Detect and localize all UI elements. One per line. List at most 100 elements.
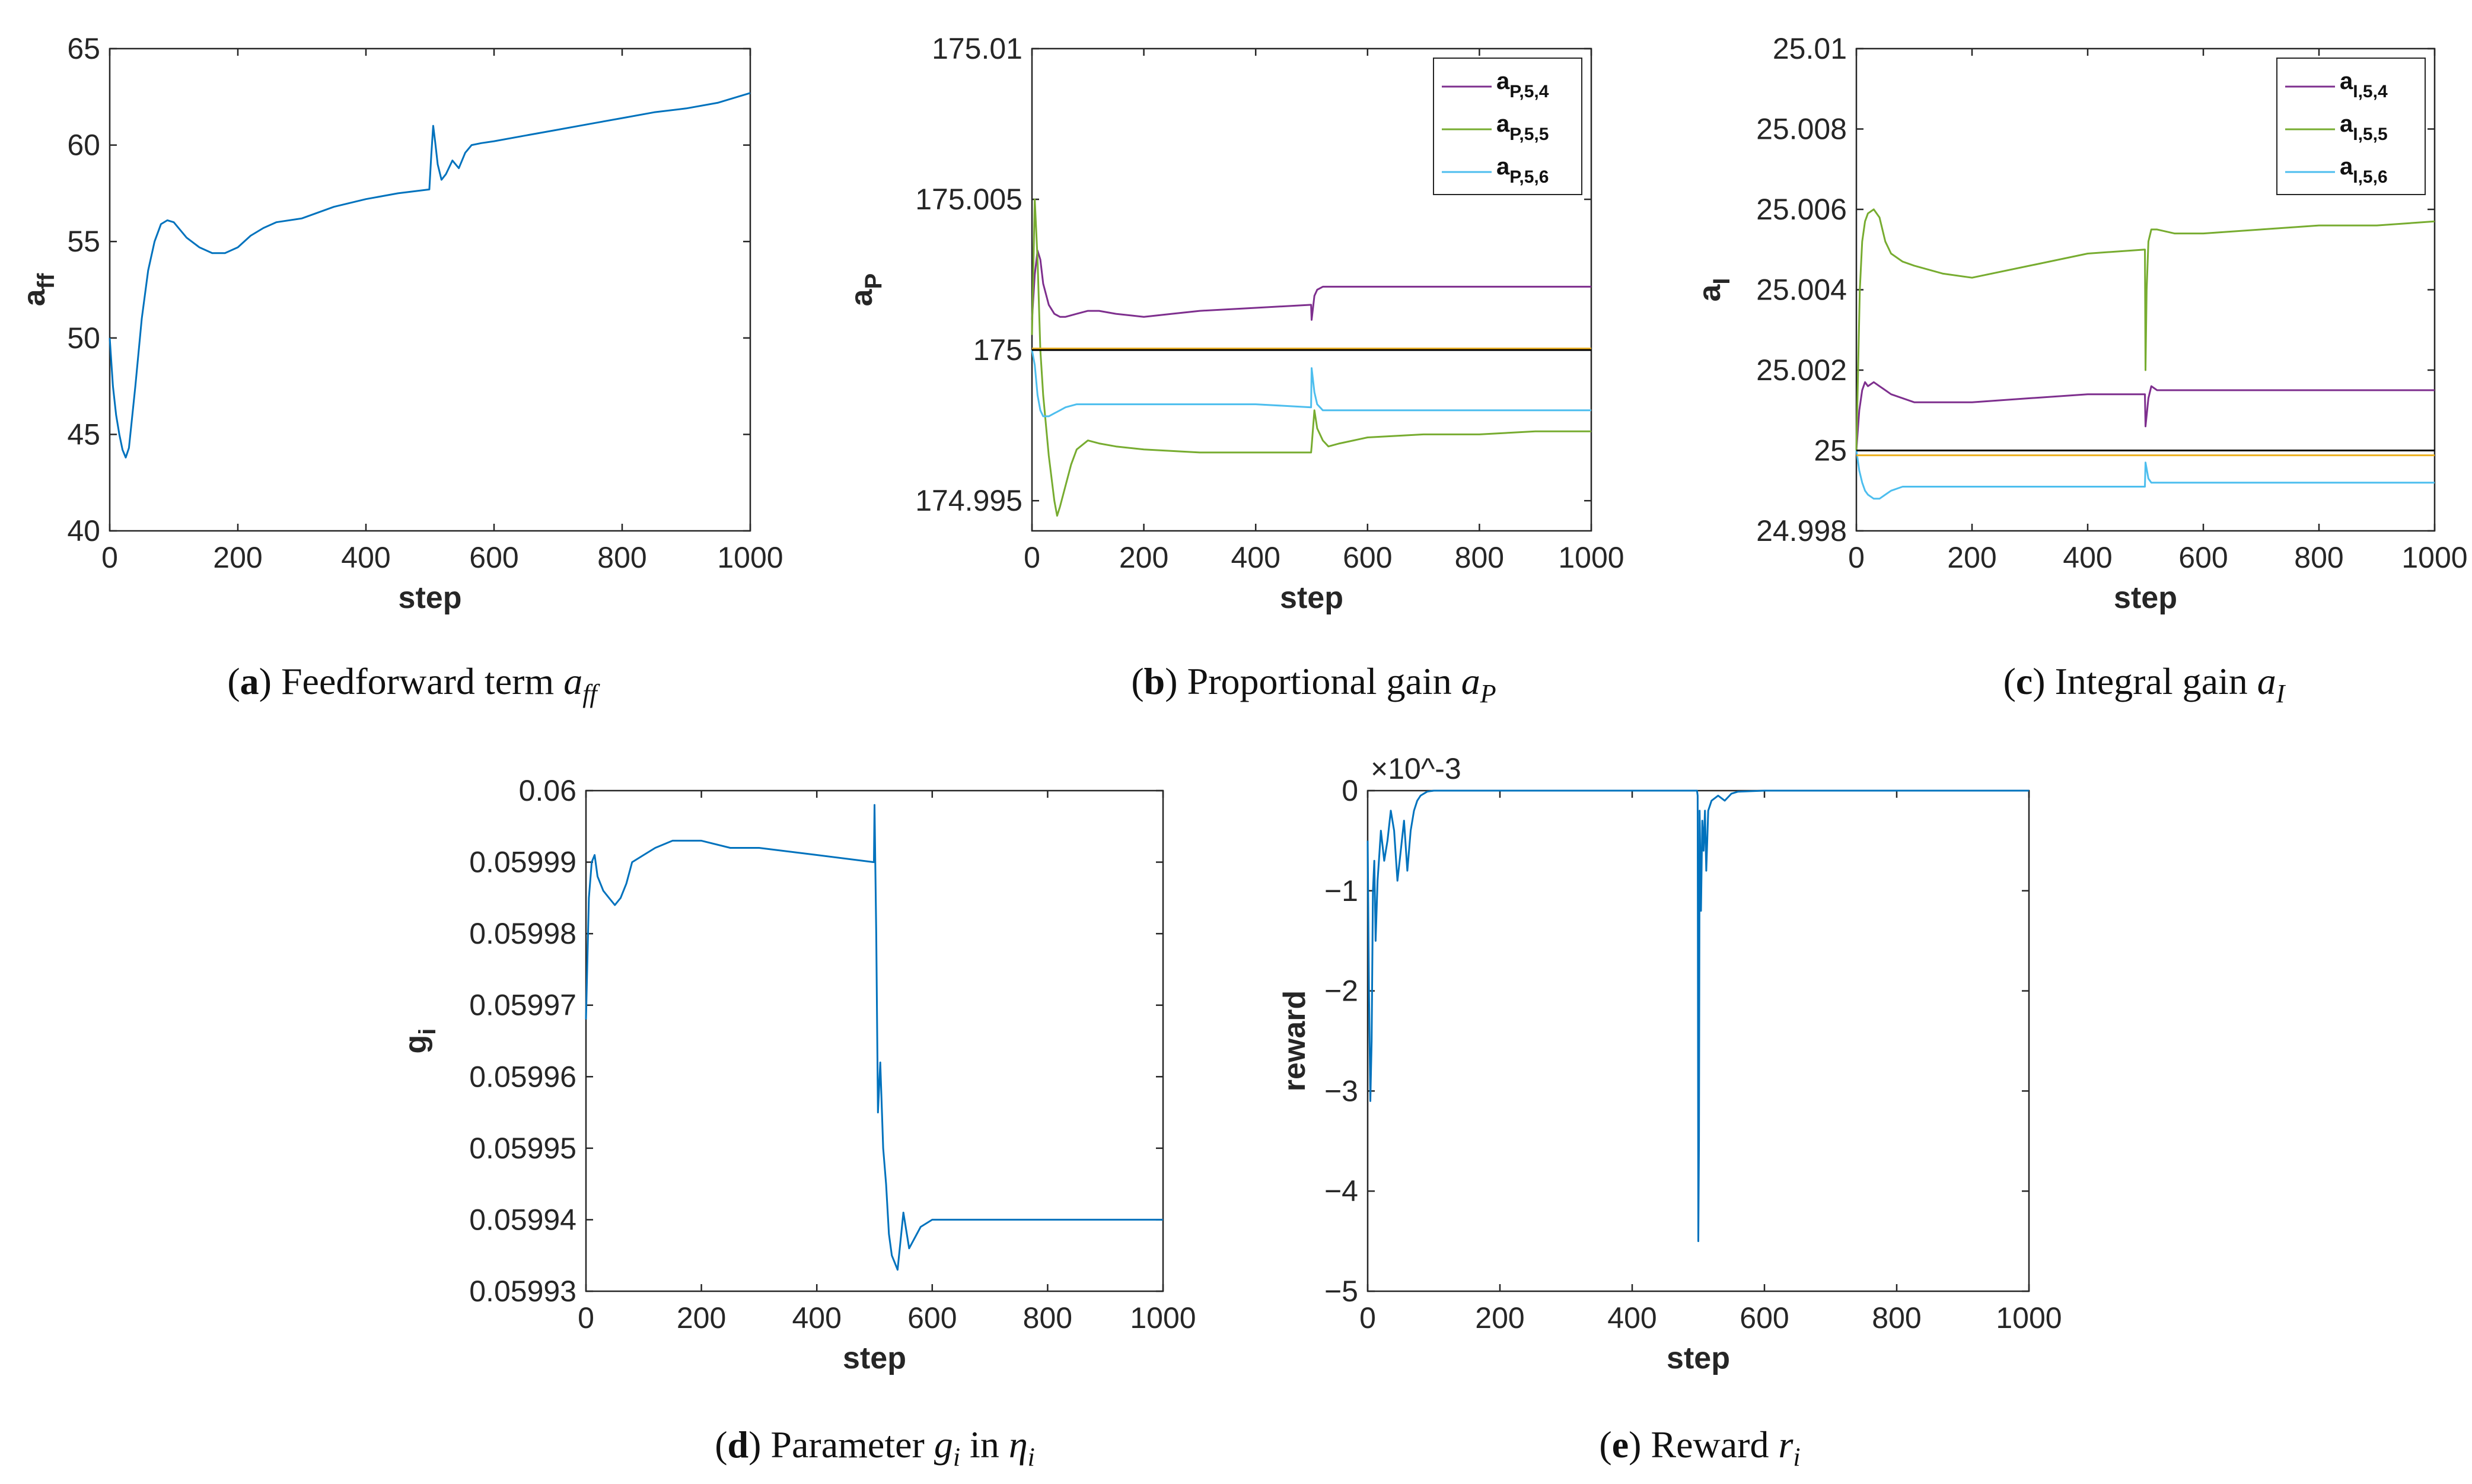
legend-entry-label: aI,5,5 <box>2340 111 2388 144</box>
x-tick-label: 600 <box>2178 541 2228 574</box>
y-tick-label: 65 <box>67 32 100 65</box>
y-tick-label: 0.05993 <box>469 1275 576 1308</box>
legend: aI,5,4 aI,5,5 aI,5,6 <box>2276 58 2426 195</box>
x-tick-label: 1000 <box>1996 1301 2062 1335</box>
caption-d: (d) Parameter gi in ηi <box>715 1424 1035 1472</box>
y-tick-label: 175.01 <box>932 32 1022 65</box>
y-tick-label: −2 <box>1324 975 1358 1008</box>
legend: aP,5,4 aP,5,5 aP,5,6 <box>1433 58 1582 195</box>
x-tick-label: 0 <box>1024 541 1040 574</box>
y-tick-label: 25.01 <box>1773 32 1847 65</box>
y-tick-label: 25.008 <box>1756 113 1847 146</box>
x-tick-label: 200 <box>677 1301 726 1335</box>
x-tick-label: 600 <box>469 541 518 574</box>
y-tick-label: −3 <box>1324 1074 1358 1107</box>
y-tick-label: 25.002 <box>1756 354 1847 387</box>
x-tick-label: 200 <box>1475 1301 1524 1335</box>
legend-entry-label: aI,5,6 <box>2340 154 2388 187</box>
y-tick-label: 0.05995 <box>469 1132 576 1165</box>
series-line-a-p-5-4 <box>1031 249 1591 321</box>
y-axis-label: aP <box>845 273 887 307</box>
x-tick-label: 1000 <box>1558 541 1624 574</box>
x-tick-label: 1000 <box>2401 541 2467 574</box>
x-axis-label: step <box>1280 581 1343 615</box>
axes-frame <box>109 47 751 532</box>
legend-box <box>2276 58 2426 195</box>
panel-a: 0 200 400 600 800 1000 40 45 50 55 60 65 step aff <box>17 32 783 615</box>
y-exponent-label: ×10^-3 <box>1371 752 1461 785</box>
y-tick-label: 25.006 <box>1756 193 1847 226</box>
y-tick-label: 25 <box>1814 434 1847 467</box>
series-line-a-p-5-5 <box>1031 198 1591 517</box>
x-tick-label: 0 <box>578 1301 594 1335</box>
x-tick-label: 400 <box>1231 541 1280 574</box>
caption-a: (a) Feedforward term aff <box>227 660 600 708</box>
panel-e: 0 200 400 600 800 1000 −5 −4 −3 −2 −1 0 step reward ×1… <box>1278 752 2062 1375</box>
x-tick-label: 400 <box>1607 1301 1657 1335</box>
y-tick-label: −5 <box>1324 1275 1358 1308</box>
y-tick-label: 0.05996 <box>469 1060 576 1093</box>
x-tick-label: 200 <box>1119 541 1168 574</box>
x-tick-label: 200 <box>213 541 262 574</box>
panel-c: 0 200 400 600 800 1000 24.998 25 25.002 25.004 25.… <box>1693 32 2468 615</box>
axes-frame <box>1031 47 1592 532</box>
y-tick-label: 0.06 <box>519 774 576 807</box>
caption-b: (b) Proportional gain aP <box>1131 660 1496 708</box>
panel-d: 0 200 400 600 800 1000 0.05993 0.05994 0.05995 0.… <box>399 774 1196 1375</box>
series-line-a-p-5-6 <box>1031 349 1591 418</box>
y-tick-label: 0.05997 <box>469 989 576 1022</box>
x-tick-label: 1000 <box>1130 1301 1196 1335</box>
panel-b: 0 200 400 600 800 1000 174.995 175 175.005 175.01… <box>845 32 1624 615</box>
legend-entry-label: aP,5,4 <box>1496 68 1549 101</box>
x-tick-label: 1000 <box>717 541 783 574</box>
x-tick-label: 0 <box>1359 1301 1376 1335</box>
y-tick-label: 25.004 <box>1756 273 1847 307</box>
x-axis-label: step <box>2114 581 2177 615</box>
series-line-a-i-5-6 <box>1855 450 2435 500</box>
x-axis-label: step <box>399 581 462 615</box>
x-axis-label: step <box>1667 1341 1730 1375</box>
legend-entry-label: aP,5,5 <box>1496 111 1549 144</box>
x-tick-label: 200 <box>1947 541 1996 574</box>
y-tick-label: 175.005 <box>915 183 1022 216</box>
x-tick-label: 600 <box>1343 541 1392 574</box>
x-tick-label: 800 <box>2294 541 2343 574</box>
y-tick-label: 60 <box>67 129 100 162</box>
x-tick-label: 800 <box>1455 541 1504 574</box>
x-tick-label: 0 <box>101 541 118 574</box>
y-tick-label: 45 <box>67 418 100 451</box>
y-tick-label: 175 <box>973 333 1022 367</box>
legend-entry-label: aP,5,6 <box>1496 154 1549 187</box>
legend-entry-label: aI,5,4 <box>2340 68 2388 101</box>
y-tick-label: 55 <box>67 225 100 258</box>
caption-e: (e) Reward ri <box>1599 1424 1800 1472</box>
y-tick-label: 0.05998 <box>469 917 576 950</box>
caption-c: (c) Integral gain aI <box>2003 660 2286 708</box>
series-line-g-i <box>585 804 1163 1271</box>
x-tick-label: 400 <box>341 541 390 574</box>
y-axis-label: reward <box>1278 991 1312 1092</box>
series-line-a-ff <box>109 92 751 458</box>
y-axis-label: aff <box>17 273 59 306</box>
x-tick-label: 0 <box>1848 541 1865 574</box>
y-tick-label: 0 <box>1342 774 1358 807</box>
y-tick-label: 40 <box>67 514 100 547</box>
series-line-a-i-5-4 <box>1855 381 2435 451</box>
y-tick-label: −1 <box>1324 874 1358 907</box>
axes-frame <box>1366 789 2030 1292</box>
x-axis-label: step <box>843 1341 906 1375</box>
y-tick-label: −4 <box>1324 1174 1358 1208</box>
series-line-reward <box>1366 789 2029 1243</box>
y-axis-label: gi <box>399 1028 441 1054</box>
y-tick-label: 50 <box>67 321 100 355</box>
y-tick-label: 0.05994 <box>469 1203 576 1236</box>
x-tick-label: 600 <box>907 1301 957 1335</box>
x-tick-label: 800 <box>1872 1301 1921 1335</box>
x-tick-label: 400 <box>2063 541 2112 574</box>
y-tick-label: 174.995 <box>915 484 1022 517</box>
y-axis-label: aI <box>1693 278 1735 301</box>
x-tick-label: 400 <box>792 1301 841 1335</box>
x-tick-label: 800 <box>1023 1301 1072 1335</box>
y-tick-label: 0.05999 <box>469 846 576 879</box>
